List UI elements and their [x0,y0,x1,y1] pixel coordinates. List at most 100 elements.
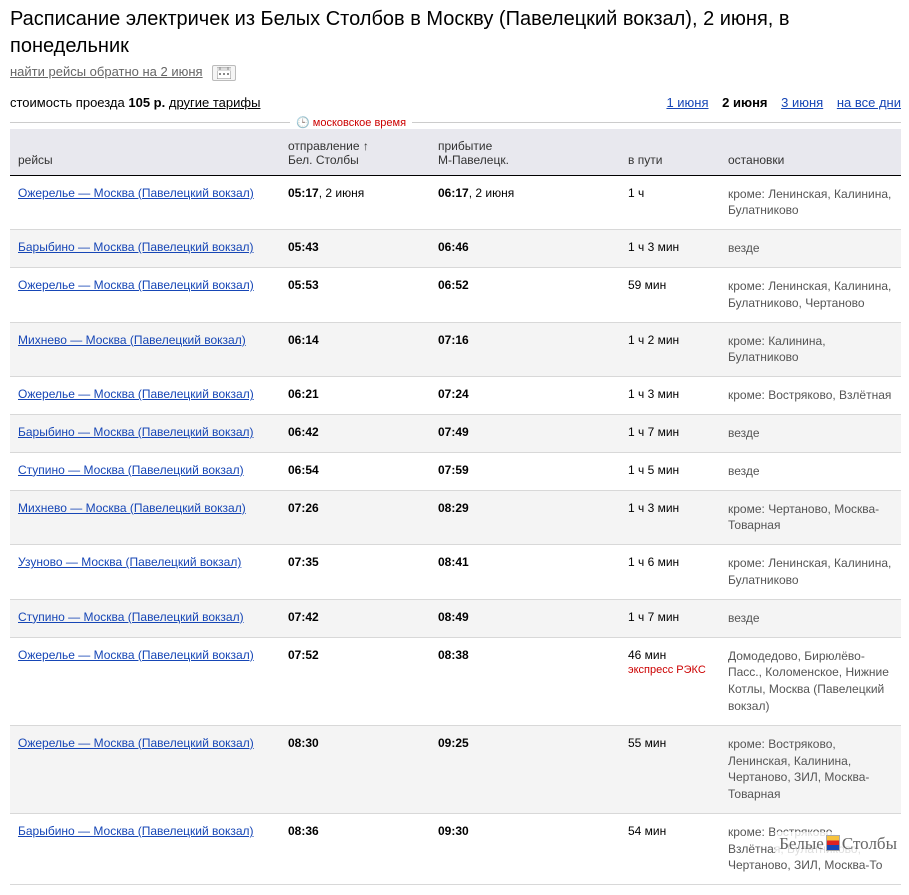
stops-cell: везде [720,452,901,490]
arrival-cell: 08:29 [430,490,620,545]
reverse-link[interactable]: найти рейсы обратно на 2 июня [10,64,203,79]
duration-cell: 55 мин [620,725,720,813]
watermark: Белые Столбы [775,832,901,856]
route-link[interactable]: Барыбино — Москва (Павелецкий вокзал) [18,425,254,439]
departure-cell: 06:14 [280,322,430,377]
schedule-table: рейсы отправление ↑ Бел. Столбы прибытие… [10,129,901,886]
date-next[interactable]: 3 июня [781,95,823,110]
fare-price: 105 р. [128,95,165,110]
header-arrival: прибытие М-Павелецк. [430,129,620,176]
arrival-cell: 06:17, 2 июня [430,175,620,230]
route-link[interactable]: Ожерелье — Москва (Павелецкий вокзал) [18,648,254,662]
arrival-cell: 08:41 [430,545,620,600]
stops-cell: везде [720,599,901,637]
duration-cell: 1 ч 3 мин [620,377,720,415]
table-row: Михнево — Москва (Павелецкий вокзал) 06:1… [10,322,901,377]
header-duration: в пути [620,129,720,176]
route-link[interactable]: Ступино — Москва (Павелецкий вокзал) [18,610,244,624]
table-row: Барыбино — Москва (Павелецкий вокзал) 08:… [10,813,901,884]
arrival-cell: 07:59 [430,452,620,490]
duration-cell: 1 ч 6 мин [620,545,720,600]
departure-cell: 08:30 [280,725,430,813]
duration-cell: 59 мин [620,267,720,322]
duration-cell: 1 ч 2 мин [620,322,720,377]
departure-cell: 07:52 [280,637,430,725]
arrival-cell: 08:38 [430,637,620,725]
watermark-part1: Белые [779,834,824,853]
stops-cell: кроме: Востряково, Ленинская, Калинина, … [720,725,901,813]
arrival-cell: 06:52 [430,267,620,322]
duration-cell: 1 ч 3 мин [620,230,720,268]
calendar-button[interactable] [212,65,236,81]
arrival-cell: 07:49 [430,414,620,452]
departure-cell: 06:54 [280,452,430,490]
duration-cell: 46 минэкспресс РЭКС [620,637,720,725]
route-link[interactable]: Барыбино — Москва (Павелецкий вокзал) [18,824,254,838]
table-row: Ожерелье — Москва (Павелецкий вокзал) 06:… [10,377,901,415]
departure-cell: 06:21 [280,377,430,415]
table-row: Ожерелье — Москва (Павелецкий вокзал) 08:… [10,725,901,813]
duration-cell: 1 ч 7 мин [620,414,720,452]
departure-cell: 07:26 [280,490,430,545]
departure-cell: 07:35 [280,545,430,600]
route-link[interactable]: Ступино — Москва (Павелецкий вокзал) [18,463,244,477]
arrival-cell: 09:25 [430,725,620,813]
table-row: Узуново — Москва (Павелецкий вокзал) 07:3… [10,545,901,600]
stops-cell: кроме: Ленинская, Калинина, Булатниково [720,175,901,230]
moscow-time-label: московское время [290,116,412,129]
arrival-cell: 07:24 [430,377,620,415]
page-title: Расписание электричек из Белых Столбов в… [10,6,901,60]
date-prev[interactable]: 1 июня [666,95,708,110]
departure-cell: 08:36 [280,813,430,884]
departure-cell: 06:42 [280,414,430,452]
crest-icon [826,835,840,851]
duration-cell: 1 ч 5 мин [620,452,720,490]
duration-cell: 1 ч 3 мин [620,490,720,545]
route-link[interactable]: Барыбино — Москва (Павелецкий вокзал) [18,240,254,254]
table-row: Барыбино — Москва (Павелецкий вокзал) 05:… [10,230,901,268]
stops-cell: Домодедово, Бирюлёво-Пасс., Коломенское,… [720,637,901,725]
calendar-icon [217,67,231,79]
route-link[interactable]: Ожерелье — Москва (Павелецкий вокзал) [18,186,254,200]
stops-cell: везде [720,230,901,268]
date-current: 2 июня [722,95,767,110]
arrival-cell: 08:49 [430,599,620,637]
fare-label: стоимость проезда [10,95,125,110]
stops-cell: везде [720,414,901,452]
watermark-part2: Столбы [842,834,897,853]
table-row: Ожерелье — Москва (Павелецкий вокзал) 05:… [10,267,901,322]
table-row: Ожерелье — Москва (Павелецкий вокзал) 05:… [10,175,901,230]
route-link[interactable]: Михнево — Москва (Павелецкий вокзал) [18,333,246,347]
stops-cell: кроме: Ленинская, Калинина, Булатниково [720,545,901,600]
route-link[interactable]: Ожерелье — Москва (Павелецкий вокзал) [18,387,254,401]
stops-cell: кроме: Востряково, Взлётная [720,377,901,415]
route-link[interactable]: Ожерелье — Москва (Павелецкий вокзал) [18,736,254,750]
arrival-cell: 07:16 [430,322,620,377]
route-link[interactable]: Узуново — Москва (Павелецкий вокзал) [18,555,241,569]
header-departure[interactable]: отправление ↑ Бел. Столбы [280,129,430,176]
duration-cell: 54 мин [620,813,720,884]
fare-info: стоимость проезда 105 р. другие тарифы [10,95,260,110]
header-stops: остановки [720,129,901,176]
departure-cell: 05:17, 2 июня [280,175,430,230]
date-all[interactable]: на все дни [837,95,901,110]
stops-cell: кроме: Калинина, Булатниково [720,322,901,377]
table-row: Ступино — Москва (Павелецкий вокзал) 06:5… [10,452,901,490]
subline: найти рейсы обратно на 2 июня [10,64,901,81]
tariffs-link[interactable]: другие тарифы [169,95,261,110]
date-nav: 1 июня 2 июня 3 июня на все дни [656,95,901,110]
duration-cell: 1 ч [620,175,720,230]
table-row: Михнево — Москва (Павелецкий вокзал) 07:2… [10,490,901,545]
stops-cell: кроме: Ленинская, Калинина, Булатниково,… [720,267,901,322]
table-row: Ожерелье — Москва (Павелецкий вокзал) 07:… [10,637,901,725]
table-row: Барыбино — Москва (Павелецкий вокзал) 06:… [10,414,901,452]
arrival-cell: 06:46 [430,230,620,268]
stops-cell: кроме: Чертаново, Москва-Товарная [720,490,901,545]
departure-cell: 05:53 [280,267,430,322]
departure-cell: 05:43 [280,230,430,268]
express-label: экспресс РЭКС [628,664,712,676]
route-link[interactable]: Михнево — Москва (Павелецкий вокзал) [18,501,246,515]
route-link[interactable]: Ожерелье — Москва (Павелецкий вокзал) [18,278,254,292]
departure-cell: 07:42 [280,599,430,637]
table-row: Ступино — Москва (Павелецкий вокзал) 07:4… [10,599,901,637]
